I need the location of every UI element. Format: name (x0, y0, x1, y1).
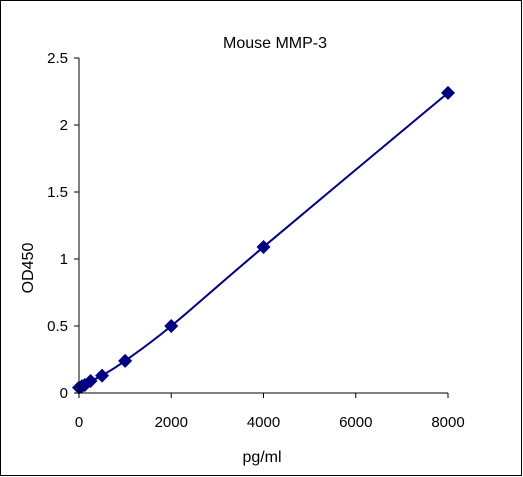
data-point-marker (441, 85, 455, 100)
x-axis: 0 2000 4000 6000 8000 (75, 392, 465, 431)
data-point-marker (118, 353, 133, 368)
y-axis: 0 0.5 1 1.5 2 2.5 (47, 50, 80, 402)
data-point-marker (256, 239, 271, 254)
y-tick-label: 0 (60, 385, 68, 402)
data-point-marker (83, 373, 98, 388)
y-tick-label: 2.5 (47, 50, 68, 67)
plot-area (72, 85, 455, 395)
y-tick-label: 2 (60, 117, 68, 134)
data-point-marker (164, 319, 179, 333)
x-tick-label: 6000 (339, 414, 372, 431)
x-tick-label: 2000 (155, 414, 188, 431)
x-tick-label: 0 (75, 414, 83, 431)
y-tick-label: 1 (60, 251, 68, 268)
data-point-marker (95, 368, 110, 383)
y-axis-title: OD450 (20, 243, 37, 294)
chart-title: Mouse MMP-3 (223, 35, 327, 52)
y-tick-label: 1.5 (47, 184, 68, 201)
x-tick-label: 8000 (431, 414, 464, 431)
y-tick-label: 0.5 (47, 318, 68, 335)
x-axis-title: pg/ml (242, 449, 281, 466)
x-tick-label: 4000 (247, 414, 280, 431)
